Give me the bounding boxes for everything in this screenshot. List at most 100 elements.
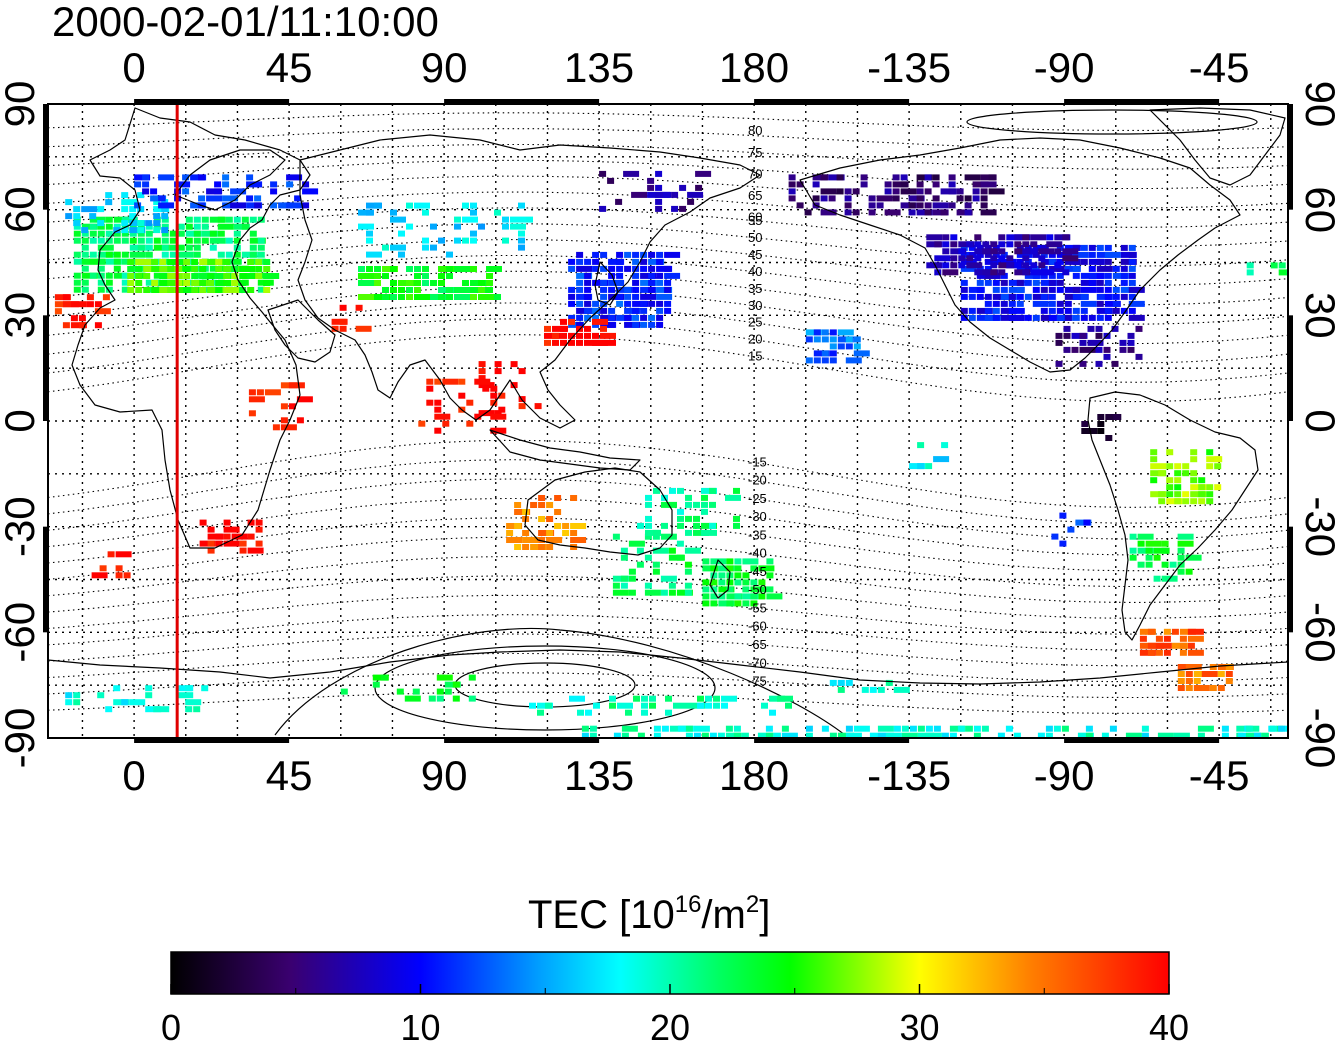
tec-cell [750, 600, 758, 607]
tec-cell [490, 399, 498, 406]
tec-cell [207, 280, 215, 286]
tec-cell [1054, 248, 1062, 255]
tec-cell [685, 501, 692, 508]
tec-cell [1032, 265, 1040, 272]
tec-cell [677, 487, 684, 494]
tec-cell [1016, 279, 1024, 286]
tec-cell [145, 237, 153, 244]
tec-cell [199, 519, 207, 526]
tec-cell [1097, 428, 1105, 434]
tec-cell [640, 314, 648, 321]
tec-cell [653, 732, 661, 738]
tec-cell [78, 315, 86, 322]
tec-cell [1040, 244, 1048, 251]
tec-cell [1048, 286, 1056, 293]
tec-cell [1120, 272, 1128, 279]
tec-cell [89, 216, 106, 223]
latitude-labels-right: 90 60 30 0 -30 -60 -90 [1297, 81, 1340, 769]
tec-cell [1145, 540, 1162, 547]
tec-cell [1177, 547, 1185, 554]
tec-cell [966, 241, 974, 248]
tec-cell [438, 294, 445, 300]
tec-cell [984, 251, 992, 258]
tec-cell [1119, 346, 1127, 353]
tec-cell [960, 286, 968, 293]
tec-cell [193, 244, 201, 251]
tec-cell [608, 286, 616, 293]
tec-cell [616, 251, 624, 258]
tec-cell [990, 262, 998, 269]
tec-cell [73, 237, 81, 244]
longitude-tick-label: 180 [719, 44, 789, 91]
tec-cell [1169, 561, 1177, 568]
tec-cell [992, 300, 1000, 307]
tec-cell [254, 195, 262, 202]
latitude-tick-label: 0 [0, 409, 43, 432]
tec-cell [1112, 300, 1120, 307]
tec-cell [576, 321, 584, 328]
tec-cell [1016, 293, 1024, 300]
tec-cell [169, 251, 177, 258]
tec-cell [137, 223, 145, 230]
tec-cell [645, 501, 652, 508]
tec-cell [222, 181, 230, 188]
tec-cell [193, 237, 201, 244]
tec-cell [81, 237, 89, 244]
tec-cell [257, 237, 265, 244]
tec-cell [436, 695, 444, 702]
tec-cell [452, 681, 460, 688]
tec-cell [177, 223, 185, 230]
tec-cell [174, 181, 191, 188]
tec-cell [701, 494, 708, 501]
tec-cell [1150, 477, 1158, 484]
tec-cell [81, 265, 89, 272]
tec-cell [568, 265, 576, 272]
tec-cell [926, 234, 943, 241]
tec-cell [73, 206, 81, 213]
tec-cell [685, 725, 693, 732]
tec-cell [113, 685, 121, 692]
tec-cell [693, 501, 700, 508]
tec-cell [1179, 642, 1187, 649]
tec-cell [115, 565, 123, 572]
tec-cell [115, 551, 132, 558]
tec-cell [518, 230, 525, 237]
tec-cell [725, 494, 741, 501]
tec-cell [169, 244, 177, 251]
tec-cell [750, 565, 758, 572]
tec-cell [113, 227, 121, 234]
tec-cell [892, 188, 900, 195]
tec-cell [73, 286, 81, 293]
tec-cell [113, 230, 121, 237]
tec-cell [247, 287, 255, 293]
tec-cell [973, 725, 981, 732]
tec-cell [167, 287, 175, 293]
tec-cell [1128, 265, 1136, 272]
tec-cell [201, 223, 209, 230]
tec-cell [685, 515, 692, 522]
tec-cell [656, 300, 664, 307]
tec-cell [576, 258, 584, 265]
tec-cell [932, 181, 940, 188]
tec-cell [1145, 561, 1153, 568]
tec-cell [1032, 300, 1049, 307]
tec-cell [948, 174, 956, 181]
tec-cell [123, 572, 131, 579]
tec-cell [241, 251, 258, 258]
tec-cell [142, 181, 150, 188]
tec-cell [1024, 293, 1032, 300]
tec-cell [522, 530, 530, 536]
tec-cell [446, 287, 453, 293]
tec-cell [940, 209, 948, 216]
tec-cell [976, 265, 984, 272]
tec-cell [151, 280, 159, 286]
tec-cell [1166, 477, 1174, 484]
tec-cell [1053, 725, 1061, 732]
tec-cell [721, 702, 728, 709]
tec-cell [701, 732, 709, 738]
tec-cell [1153, 554, 1161, 561]
tec-cell [406, 266, 413, 272]
tec-cell [1008, 300, 1016, 307]
tec-cell [529, 702, 536, 709]
tec-cell [247, 273, 255, 279]
